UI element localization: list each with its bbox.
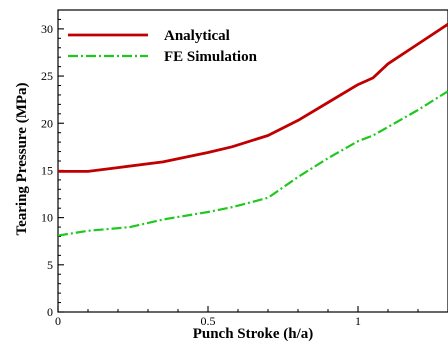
- x-tick-label-0.5: 0.5: [201, 314, 216, 328]
- legend-label-fe-simulation: FE Simulation: [164, 49, 258, 65]
- x-tick-label-1: 1: [355, 314, 361, 328]
- legend-label-analytical: Analytical: [164, 28, 230, 44]
- y-tick-label-5: 5: [47, 258, 53, 272]
- y-tick-label-20: 20: [41, 116, 53, 130]
- legend: Analytical FE Simulation: [68, 28, 258, 65]
- x-axis-title: Punch Stroke (h/a): [193, 326, 314, 342]
- y-axis-title: Tearing Pressure (MPa): [14, 82, 30, 235]
- y-tick-label-15: 15: [41, 163, 53, 177]
- series-layer: [57, 23, 448, 237]
- x-axis-ticks: 0 0.5 1: [55, 306, 448, 328]
- y-axis-ticks: 0 5 10 15 20 25 30: [41, 9, 64, 319]
- y-tick-label-30: 30: [41, 22, 53, 36]
- y-tick-label-0: 0: [47, 305, 53, 319]
- series-line-fe-simulation: [57, 90, 448, 237]
- x-tick-label-0: 0: [55, 314, 61, 328]
- plot-area: [57, 9, 448, 313]
- series-line-analytical: [58, 23, 448, 173]
- y-tick-label-25: 25: [41, 69, 53, 83]
- y-tick-label-10: 10: [41, 211, 53, 225]
